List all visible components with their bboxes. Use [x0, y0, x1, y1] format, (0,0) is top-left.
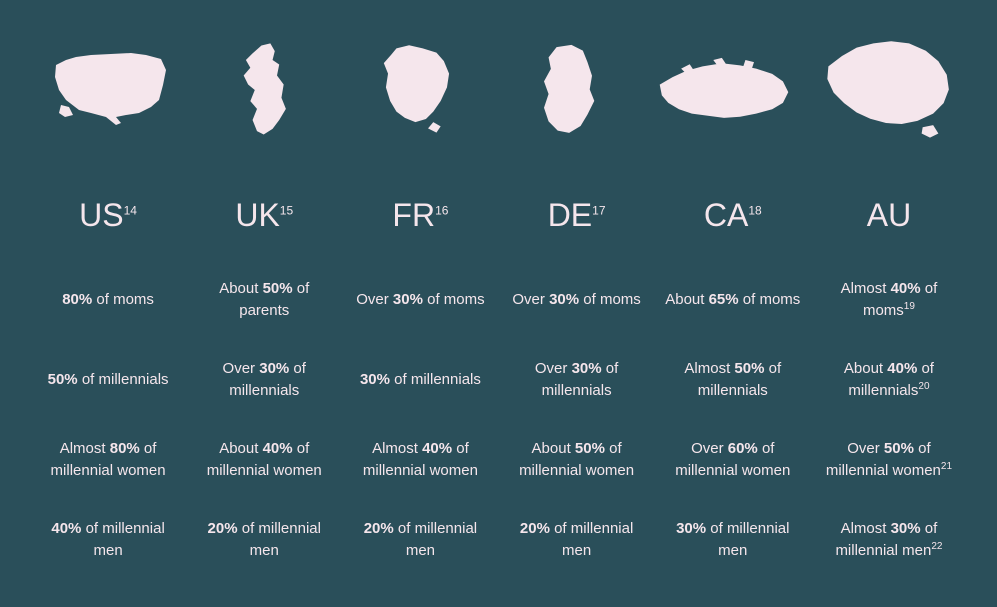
usa-icon [36, 45, 186, 135]
stat-cell: About 50% of millennial women [505, 439, 649, 481]
stat-cell: Almost 30% of millennial men22 [817, 519, 961, 561]
stat-cell: Over 30% of millennials [192, 359, 336, 401]
germany-icon [528, 40, 608, 140]
icon-row [30, 20, 967, 160]
stat-cell: 30% of millennial men [661, 519, 805, 561]
country-icon-cell [805, 20, 967, 160]
uk-icon [227, 40, 307, 140]
country-code: FR16 [392, 199, 448, 231]
stat-cell: Over 30% of moms [356, 289, 484, 310]
france-icon [370, 40, 465, 140]
stat-cell: 20% of millennial men [192, 519, 336, 561]
country-code: CA18 [704, 199, 762, 231]
stat-cell: About 65% of moms [665, 289, 800, 310]
stat-cell: 30% of millennials [360, 369, 481, 390]
stat-cell: About 50% of parents [192, 279, 336, 321]
australia-icon [811, 35, 961, 145]
canada-icon [649, 55, 799, 125]
stat-row-millennials: 50% of millennials Over 30% of millennia… [30, 340, 967, 420]
stat-cell: 40% of millennial men [36, 519, 180, 561]
stat-cell: Over 30% of millennials [505, 359, 649, 401]
stat-cell: 80% of moms [62, 289, 154, 310]
stat-cell: 20% of millennial men [348, 519, 492, 561]
stat-row-millennial-men: 40% of millennial men 20% of millennial … [30, 500, 967, 580]
country-icon-cell [643, 20, 805, 160]
country-code: AU [867, 199, 911, 231]
stat-cell: Almost 40% of millennial women [348, 439, 492, 481]
country-code: US14 [79, 199, 137, 231]
stat-cell: Almost 80% of millennial women [36, 439, 180, 481]
country-code: UK15 [235, 199, 293, 231]
stat-row-millennial-women: Almost 80% of millennial women About 40%… [30, 420, 967, 500]
stat-cell: 50% of millennials [48, 369, 169, 390]
stat-cell: Over 60% of millennial women [661, 439, 805, 481]
stat-cell: Over 50% of millennial women21 [817, 439, 961, 481]
stat-cell: Almost 40% of moms19 [817, 279, 961, 321]
stat-row-moms: 80% of moms About 50% of parents Over 30… [30, 260, 967, 340]
infographic-grid: US14 UK15 FR16 DE17 CA18 AU 80% of moms … [0, 0, 997, 607]
country-icon-cell [192, 20, 342, 160]
stat-cell: Almost 50% of millennials [661, 359, 805, 401]
stat-cell: 20% of millennial men [505, 519, 649, 561]
country-code-row: US14 UK15 FR16 DE17 CA18 AU [30, 180, 967, 250]
country-icon-cell [30, 20, 192, 160]
country-icon-cell [342, 20, 492, 160]
country-icon-cell [493, 20, 643, 160]
country-code: DE17 [548, 199, 606, 231]
stat-cell: Over 30% of moms [512, 289, 640, 310]
stat-cell: About 40% of millennials20 [817, 359, 961, 401]
stat-cell: About 40% of millennial women [192, 439, 336, 481]
